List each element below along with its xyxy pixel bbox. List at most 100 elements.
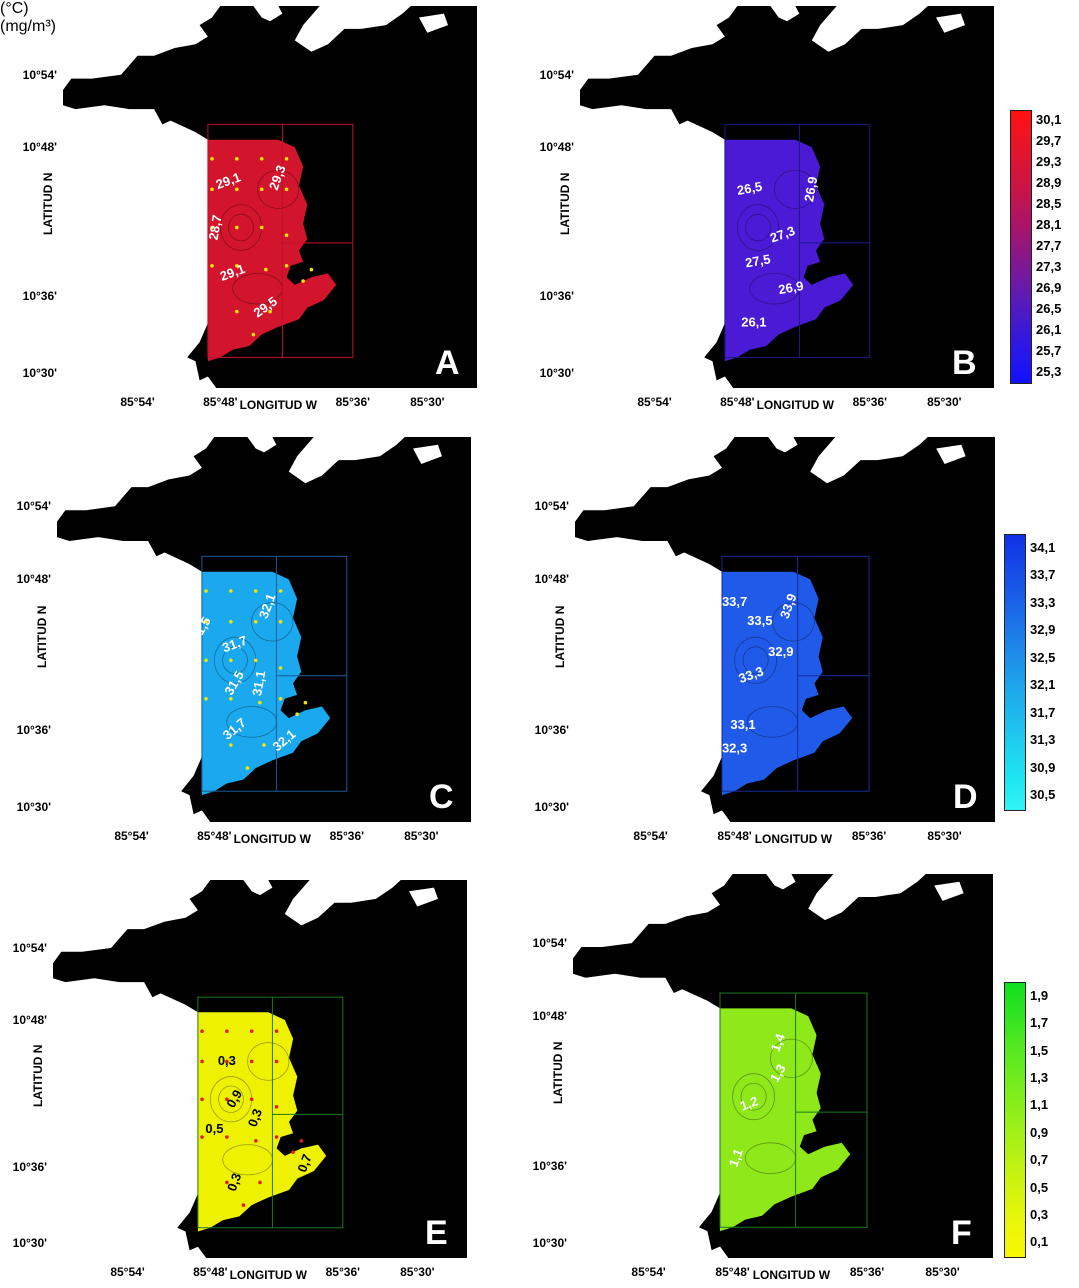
contour-label: 28,7	[206, 214, 225, 242]
sample-station	[274, 1135, 279, 1139]
sample-station	[254, 1139, 258, 1143]
legend-tick-label: 28,9	[1036, 175, 1062, 191]
latitude-axis-title: LATITUD N	[35, 605, 49, 668]
longitude-axis-title: LONGITUD W	[229, 1268, 307, 1282]
lat-tick-label: 10°54'	[22, 67, 57, 82]
sample-station	[225, 1029, 229, 1033]
longitude-axis-title: LONGITUD W	[239, 398, 317, 412]
sample-station	[278, 620, 283, 624]
sample-station	[235, 157, 239, 161]
contour-line	[247, 1042, 290, 1081]
contour-line	[771, 602, 815, 642]
map-svg: 0,30,90,5 0,30,70,3	[53, 880, 467, 1258]
lat-tick-label: 10°36'	[539, 289, 574, 304]
lat-tick-label: 10°54'	[539, 67, 574, 82]
lon-tick-label: 85°54'	[633, 829, 668, 843]
land-mass	[573, 874, 964, 1258]
contour-label: 0,3	[245, 1107, 265, 1129]
lat-tick-label: 10°48'	[539, 140, 574, 155]
legend-tick-label: 26,1	[1036, 321, 1062, 337]
legend-tick-label: 1,1	[1030, 1097, 1049, 1113]
lon-tick-label: 85°54'	[631, 1265, 666, 1279]
lon-tick-label: 85°36'	[329, 829, 364, 843]
legend-tick-label: 1,7	[1030, 1015, 1049, 1031]
lat-tick-label: 10°48'	[22, 140, 57, 155]
sample-station	[235, 225, 239, 230]
sample-station	[274, 1105, 279, 1109]
sample-station	[200, 1135, 204, 1139]
map-area: 33,7 33,9 33,5 32,9 33,3 33,1 32,3	[575, 437, 995, 822]
sample-station	[249, 1097, 254, 1102]
legend-tick-label: 1,3	[1030, 1069, 1049, 1085]
legend-tick-label: 0,7	[1030, 1152, 1049, 1168]
sample-station	[253, 658, 258, 663]
sample-station	[204, 697, 208, 701]
map-area: 29,1 29,3 28,7 29,1 29,5	[63, 6, 477, 388]
contour-label: 0,5	[205, 1121, 223, 1136]
sample-station	[200, 1029, 204, 1033]
contour-label: 33,7	[722, 594, 747, 609]
sample-station	[204, 620, 208, 624]
latitude-axis-title: LATITUD N	[558, 172, 572, 236]
sample-station	[229, 658, 233, 663]
contour-label: 33,5	[747, 613, 772, 628]
contour-label: 1,1	[726, 1147, 746, 1169]
map-svg: 31,532,131,731,5 31,131,7 32,1	[57, 437, 471, 822]
sample-station	[241, 1203, 246, 1207]
sampling-zone	[720, 1008, 851, 1232]
lon-tick-label: 85°48'	[203, 395, 238, 409]
sample-station	[284, 263, 289, 268]
map-area: 1,4 1,3 1,2 1,1	[573, 874, 993, 1258]
land-mass	[57, 437, 442, 822]
sample-station	[235, 263, 239, 268]
lon-tick-label: 85°30'	[927, 829, 962, 843]
sample-station	[229, 589, 233, 593]
legend-tick-label: 1,5	[1030, 1042, 1049, 1058]
contour-line	[774, 169, 817, 209]
lat-tick-label: 10°36'	[534, 722, 569, 737]
legend-tick-label: 25,7	[1036, 342, 1062, 358]
contour-label: 32,9	[768, 644, 793, 659]
sampling-zone	[722, 571, 853, 796]
latitude-axis-title: LATITUD N	[551, 1041, 565, 1105]
lon-tick-label: 85°48'	[193, 1265, 228, 1279]
sample-station	[200, 1097, 204, 1102]
map-area: 0,3 0,9 0,5 0,3 0,7 0,3	[53, 880, 467, 1258]
sample-station	[301, 279, 305, 283]
lon-tick-label: 85°36'	[852, 395, 887, 409]
sample-station	[258, 1180, 262, 1185]
contour-label: 32,3	[722, 740, 747, 755]
color-scale-bar	[1004, 534, 1026, 811]
legend-unit: (°C)	[0, 0, 29, 17]
color-scale-bar	[1010, 110, 1032, 384]
contour-label: 26,5	[736, 179, 764, 198]
map-svg: 26,5 26,927,327,526,926,1	[580, 6, 994, 388]
contour-label: 26,9	[801, 175, 820, 203]
sample-station	[225, 1097, 229, 1102]
sample-station	[262, 743, 266, 747]
lon-tick-label: 85°30'	[400, 1265, 435, 1279]
land-mass	[575, 437, 966, 822]
panel-letter: B	[952, 344, 977, 382]
legend-tick-label: 29,3	[1036, 154, 1062, 170]
legend-tick-label: 31,7	[1030, 704, 1056, 720]
lat-tick-label: 10°30'	[12, 1235, 47, 1250]
contour-line	[769, 1038, 813, 1078]
map-area: 26,5 26,9 27,3 27,5 26,9 26,1	[580, 6, 994, 388]
lat-tick-label: 10°54'	[16, 499, 51, 514]
contour-label: 0,7	[294, 1152, 314, 1174]
contour-line	[251, 602, 294, 642]
contour-line	[736, 204, 780, 251]
contour-label: 26,1	[741, 314, 766, 329]
lon-tick-label: 85°30'	[404, 829, 439, 843]
sample-station	[284, 233, 289, 237]
sample-station	[235, 309, 239, 314]
sample-station	[210, 263, 214, 268]
lon-tick-label: 85°54'	[110, 1265, 145, 1279]
sample-station	[278, 589, 283, 593]
contour-label: 1,4	[768, 1031, 789, 1054]
sampling-zone	[201, 571, 331, 796]
contour-line	[222, 646, 248, 675]
contour-label: 1,2	[738, 1093, 760, 1113]
contour-label: 31,1	[249, 669, 268, 697]
